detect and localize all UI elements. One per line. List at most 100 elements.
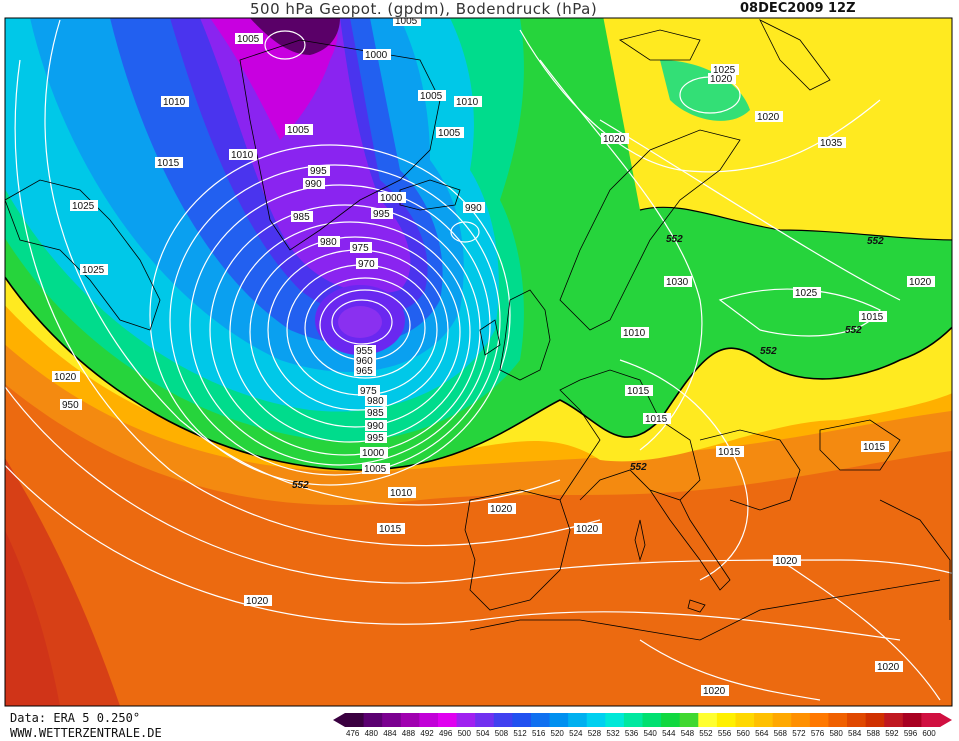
legend-tick-label: 528 [588, 729, 602, 738]
svg-text:995: 995 [373, 209, 390, 220]
isobar-label: 1020 [244, 595, 272, 607]
svg-text:1005: 1005 [438, 128, 461, 139]
legend-swatch [661, 713, 681, 727]
legend-tick-label: 488 [402, 729, 416, 738]
isobar-label: 1020 [708, 73, 736, 85]
svg-text:1020: 1020 [54, 372, 77, 383]
isobar-label: 985 [365, 407, 387, 419]
svg-text:990: 990 [465, 203, 482, 214]
legend-tick-label: 492 [420, 729, 434, 738]
geopotential-label: 552 [760, 346, 777, 357]
legend-swatch [530, 713, 551, 727]
isobar-label: 1010 [388, 487, 416, 499]
isobar-label: 1000 [360, 447, 388, 459]
isobar-label: 1010 [229, 149, 257, 161]
isobar-label: 1005 [436, 127, 464, 139]
map-date: 08DEC2009 12Z [740, 1, 856, 16]
legend-swatch [642, 713, 662, 727]
legend-tick-label: 548 [681, 729, 695, 738]
isobar-label: 1025 [793, 287, 821, 299]
svg-text:980: 980 [367, 396, 384, 407]
isobar-label: 1005 [418, 90, 446, 102]
legend-swatch [586, 713, 606, 727]
svg-text:1025: 1025 [713, 65, 736, 76]
legend-tick-label: 536 [625, 729, 639, 738]
isobar-label: 1020 [52, 371, 80, 383]
website-label: WWW.WETTERZENTRALE.DE [10, 726, 162, 740]
legend-swatch [623, 713, 643, 727]
isobar-label: 995 [308, 165, 330, 177]
svg-text:1015: 1015 [645, 414, 668, 425]
svg-text:1000: 1000 [380, 193, 403, 204]
legend-swatch [605, 713, 625, 727]
legend-tick-label: 500 [458, 729, 472, 738]
band-purple-dark [250, 18, 340, 55]
svg-text:1020: 1020 [710, 74, 733, 85]
svg-text:1010: 1010 [231, 150, 254, 161]
legend-swatch [345, 713, 365, 727]
geopotential-label: 552 [630, 462, 647, 473]
legend-tick-label: 540 [644, 729, 658, 738]
isobar-label: 990 [303, 178, 325, 190]
svg-text:1035: 1035 [820, 138, 843, 149]
legend-swatch [549, 713, 569, 727]
svg-text:995: 995 [367, 433, 384, 444]
isobar-label: 980 [318, 236, 340, 248]
isobar-label: 1020 [773, 555, 801, 567]
legend-swatch [698, 713, 718, 727]
isobar-label: 975 [358, 385, 380, 397]
legend-swatch [847, 713, 867, 727]
legend-swatch [828, 713, 848, 727]
svg-text:970: 970 [358, 259, 375, 270]
svg-text:1005: 1005 [395, 16, 418, 27]
legend-swatch [512, 713, 532, 727]
isobar-label: 1010 [621, 327, 649, 339]
isobar-label: 1005 [393, 16, 421, 27]
legend-tick-label: 544 [662, 729, 676, 738]
svg-text:1015: 1015 [861, 312, 884, 323]
legend-swatch [493, 713, 513, 727]
svg-text:985: 985 [367, 408, 384, 419]
legend-swatch [363, 713, 383, 727]
isobar-label: 1000 [363, 49, 391, 61]
svg-text:1020: 1020 [877, 662, 900, 673]
geopotential-label: 552 [845, 325, 862, 336]
svg-text:1005: 1005 [287, 125, 310, 136]
legend-tick-label: 496 [439, 729, 453, 738]
svg-text:990: 990 [367, 421, 384, 432]
legend-tick-label: 552 [699, 729, 713, 738]
legend-swatch [791, 713, 811, 727]
isobar-label: 1015 [861, 441, 889, 453]
svg-text:1005: 1005 [420, 91, 443, 102]
isobar-label: 1025 [80, 264, 108, 276]
svg-text:1015: 1015 [863, 442, 886, 453]
svg-text:985: 985 [293, 212, 310, 223]
map-title: 500 hPa Geopot. (gpdm), Bodendruck (hPa) [250, 0, 598, 18]
geopotential-label: 552 [292, 480, 309, 491]
isobar-label: 1010 [161, 96, 189, 108]
svg-text:955: 955 [356, 346, 373, 357]
legend-swatch [382, 713, 402, 727]
svg-text:1030: 1030 [666, 277, 689, 288]
legend-tick-label: 592 [885, 729, 899, 738]
legend-swatch [772, 713, 792, 727]
geopotential-label: 552 [867, 236, 884, 247]
isobar-label: 1020 [574, 523, 602, 535]
svg-text:1020: 1020 [490, 504, 513, 515]
legend-swatch [809, 713, 829, 727]
contour-552-north [639, 206, 952, 241]
svg-text:1010: 1010 [456, 97, 479, 108]
isobar-label: 1025 [70, 200, 98, 212]
legend-swatch [419, 713, 439, 727]
isobar-label: 990 [365, 420, 387, 432]
svg-text:1020: 1020 [757, 112, 780, 123]
svg-text:980: 980 [320, 237, 337, 248]
legend-swatch [865, 713, 885, 727]
svg-text:1025: 1025 [82, 265, 105, 276]
map-frame [4, 17, 953, 707]
svg-text:975: 975 [352, 243, 369, 254]
svg-text:960: 960 [356, 356, 373, 367]
legend-tick-label: 480 [365, 729, 379, 738]
geopotential-label: 552 [666, 234, 683, 245]
